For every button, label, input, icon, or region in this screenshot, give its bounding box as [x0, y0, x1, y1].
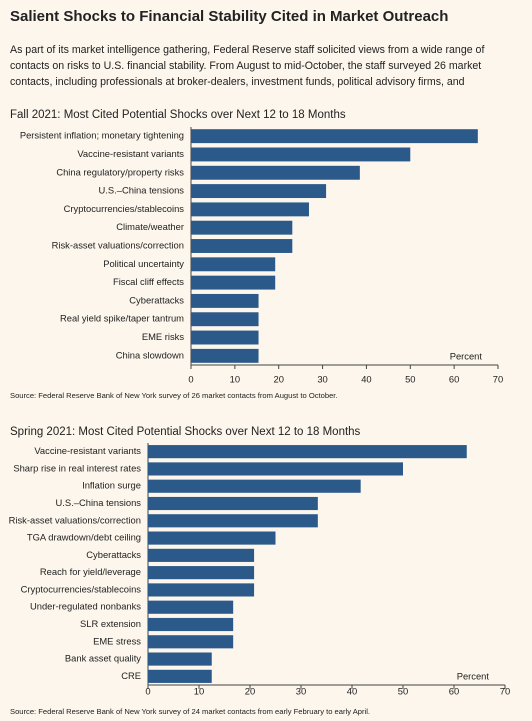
- bar: [148, 496, 318, 511]
- bar: [148, 479, 361, 493]
- x-tick-label: 10: [230, 373, 240, 384]
- bar: [191, 275, 276, 290]
- x-tick-label: 20: [273, 373, 283, 384]
- source-note: Source: Federal Reserve Bank of New York…: [10, 707, 370, 716]
- chart-title: Spring 2021: Most Cited Potential Shocks…: [10, 426, 361, 438]
- x-tick-label: 50: [398, 685, 408, 696]
- bar: [148, 566, 255, 580]
- x-axis-label: Percent: [457, 670, 490, 681]
- paragraph-line: contacts, including professionals at bro…: [10, 76, 465, 88]
- y-tick-label: Vaccine-resistant variants: [77, 148, 184, 159]
- bar: [148, 445, 467, 459]
- bar: [191, 220, 293, 235]
- x-tick-label: 70: [493, 373, 503, 384]
- y-tick-label: Bank asset quality: [65, 653, 141, 664]
- bar: [148, 600, 234, 614]
- x-tick-label: 0: [188, 373, 193, 384]
- y-tick-label: U.S.–China tensions: [56, 497, 142, 508]
- x-tick-label: 40: [361, 373, 371, 384]
- bar: [148, 635, 234, 649]
- bar: [148, 531, 276, 545]
- bar: [148, 548, 255, 562]
- y-tick-label: SLR extension: [80, 618, 141, 629]
- bar: [191, 147, 411, 162]
- x-tick-label: 50: [405, 373, 415, 384]
- bar: [148, 652, 212, 666]
- x-tick-label: 10: [194, 685, 204, 696]
- y-tick-label: TGA drawdown/debt ceiling: [27, 532, 141, 543]
- bar: [148, 669, 212, 683]
- y-tick-label: EME risks: [142, 331, 185, 342]
- y-tick-label: China regulatory/property risks: [56, 166, 184, 177]
- bar: [191, 348, 259, 363]
- y-tick-label: Cryptocurrencies/stablecoins: [21, 583, 142, 594]
- bar: [191, 202, 309, 217]
- bar: [191, 293, 259, 308]
- y-tick-label: Cyberattacks: [129, 294, 184, 305]
- chart-title: Fall 2021: Most Cited Potential Shocks o…: [10, 109, 346, 121]
- y-tick-label: Political uncertainty: [103, 258, 184, 269]
- bar: [191, 330, 259, 345]
- bar: [191, 165, 360, 180]
- x-axis-label: Percent: [450, 350, 483, 361]
- y-tick-label: U.S.–China tensions: [99, 185, 185, 196]
- y-tick-label: Cryptocurrencies/stablecoins: [64, 203, 185, 214]
- x-tick-label: 60: [449, 685, 459, 696]
- bar: [148, 462, 403, 476]
- y-tick-label: Risk-asset valuations/correction: [52, 239, 184, 250]
- x-tick-label: 70: [500, 685, 510, 696]
- y-tick-label: Vaccine-resistant variants: [34, 445, 141, 456]
- y-tick-label: Persistent inflation; monetary tightenin…: [20, 130, 184, 141]
- bar: [191, 184, 327, 199]
- bar: [148, 583, 255, 597]
- y-tick-label: Fiscal cliff effects: [113, 276, 184, 287]
- paragraph-line: contacts on risks to U.S. financial stab…: [10, 60, 481, 72]
- page-title: Salient Shocks to Financial Stability Ci…: [10, 8, 448, 25]
- y-tick-label: Inflation surge: [82, 480, 141, 491]
- bar: [191, 312, 259, 327]
- bar: [191, 257, 276, 272]
- y-tick-label: CRE: [121, 670, 141, 681]
- x-tick-label: 0: [145, 685, 150, 696]
- y-tick-label: Climate/weather: [116, 221, 184, 232]
- y-tick-label: Reach for yield/leverage: [40, 566, 141, 577]
- x-tick-label: 60: [449, 373, 459, 384]
- x-tick-label: 40: [347, 685, 357, 696]
- x-tick-label: 30: [317, 373, 327, 384]
- x-tick-label: 20: [245, 685, 255, 696]
- y-tick-label: Risk-asset valuations/correction: [9, 514, 141, 525]
- bar: [148, 617, 234, 632]
- paragraph-line: As part of its market intelligence gathe…: [10, 44, 484, 56]
- y-tick-label: Under-regulated nonbanks: [30, 601, 141, 612]
- y-tick-label: Real yield spike/taper tantrum: [60, 313, 184, 324]
- source-note: Source: Federal Reserve Bank of New York…: [10, 391, 338, 400]
- y-tick-label: Cyberattacks: [86, 549, 141, 560]
- bar: [191, 239, 293, 253]
- bar: [148, 514, 318, 528]
- bar: [191, 129, 478, 144]
- x-tick-label: 30: [296, 685, 306, 696]
- y-tick-label: Sharp rise in real interest rates: [13, 462, 141, 473]
- y-tick-label: EME stress: [93, 635, 141, 646]
- y-tick-label: China slowdown: [116, 349, 184, 360]
